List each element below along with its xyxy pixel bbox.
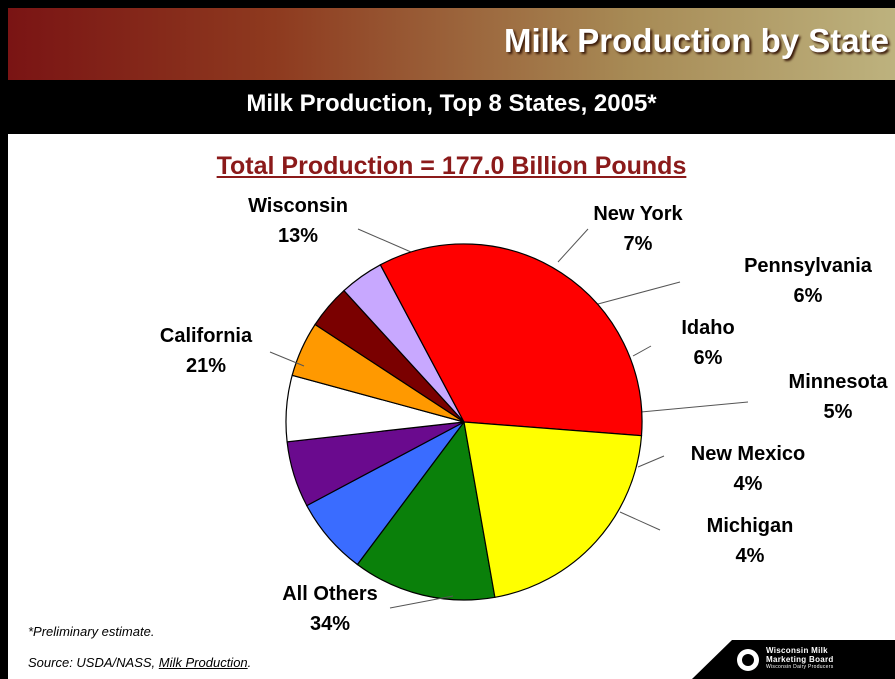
slide-title: Milk Production by State: [503, 22, 889, 59]
slice-value-california: 21%: [186, 355, 226, 377]
slice-value-new-york: 7%: [624, 233, 653, 255]
leader-line-michigan: [619, 511, 661, 531]
slice-value-wisconsin: 13%: [278, 225, 318, 247]
leader-line-idaho: [632, 345, 652, 357]
slice-value-idaho: 6%: [694, 347, 723, 369]
source-suffix: .: [247, 655, 252, 670]
slice-label-minnesota: Minnesota: [789, 371, 889, 393]
slice-label-pennsylvania: Pennsylvania: [744, 255, 873, 277]
leader-line-wisconsin: [357, 228, 412, 253]
slice-label-idaho: Idaho: [681, 317, 734, 339]
logo-line-1: Wisconsin Milk: [766, 646, 828, 655]
slice-value-new-mexico: 4%: [734, 473, 763, 495]
slice-label-california: California: [160, 325, 253, 347]
slice-label-all-others: All Others: [282, 583, 378, 605]
slice-value-pennsylvania: 6%: [794, 285, 823, 307]
leader-line-new-york: [557, 228, 589, 263]
slice-value-michigan: 4%: [736, 545, 765, 567]
title-banner: Milk Production by State: [8, 8, 895, 80]
leader-line-all-others: [389, 595, 454, 609]
slice-value-all-others: 34%: [310, 613, 350, 635]
logo-text: Wisconsin Milk Marketing Board Wisconsin…: [766, 646, 834, 671]
source-prefix: Source: USDA/NASS,: [28, 655, 159, 670]
pie-slice-wisconsin: [356, 420, 496, 601]
slice-value-minnesota: 5%: [824, 401, 853, 423]
wmmb-logo: [692, 640, 895, 679]
pie-slice-all-others: [379, 243, 643, 437]
logo-line-3: Wisconsin Dairy Producers: [766, 664, 834, 670]
slice-label-michigan: Michigan: [707, 515, 794, 537]
slice-label-new-mexico: New Mexico: [691, 443, 805, 465]
slice-label-wisconsin: Wisconsin: [248, 195, 348, 217]
pie-chart: Wisconsin 13% New York 7% Pennsylvania 6% Idah…: [160, 195, 889, 635]
slice-label-new-york: New York: [593, 203, 683, 225]
chart-subtitle: Milk Production, Top 8 States, 2005*: [246, 90, 657, 117]
pie-slice-california: [463, 421, 643, 598]
logo-line-2: Marketing Board: [766, 655, 834, 664]
total-production-label: Total Production = 177.0 Billion Pounds: [216, 152, 687, 180]
chart-panel: Wisconsin 13% New York 7% Pennsylvania 6% Idah…: [8, 134, 895, 679]
source-note: Source: USDA/NASS, Milk Production.: [28, 655, 251, 670]
leader-line-pennsylvania: [597, 281, 681, 305]
leader-line-new-mexico: [637, 455, 665, 468]
leader-line-minnesota: [640, 401, 749, 413]
source-publication: Milk Production: [158, 655, 248, 670]
footnote: *Preliminary estimate.: [28, 624, 155, 639]
leader-line-california: [269, 351, 305, 367]
subtitle-bar: Milk Production, Top 8 States, 2005*: [8, 80, 895, 134]
